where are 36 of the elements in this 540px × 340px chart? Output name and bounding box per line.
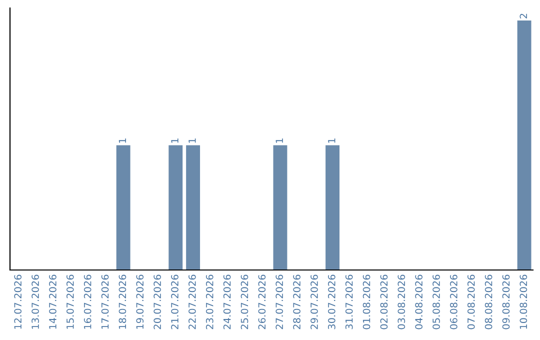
data-label: 1	[171, 138, 178, 143]
x-tick-label: 22.07.2026	[188, 274, 196, 330]
x-tick-label: 29.07.2026	[310, 274, 318, 330]
x-tick-label: 02.08.2026	[380, 274, 388, 330]
data-label: 1	[328, 138, 336, 143]
x-tick-label: 01.08.2026	[362, 274, 370, 330]
x-tick-label: 05.08.2026	[432, 274, 440, 330]
x-tick-label: 12.07.2026	[14, 274, 22, 329]
x-tick-label: 19.07.2026	[136, 274, 144, 329]
x-tick-label: 10.08.2026	[520, 274, 528, 329]
x-tick-label: 17.07.2026	[101, 274, 109, 329]
x-tick-label: 31.07.2026	[345, 274, 353, 330]
x-tick-label: 30.07.2026	[328, 274, 336, 330]
x-tick-label: 13.07.2026	[32, 274, 39, 329]
x-tick-label: 20.07.2026	[154, 274, 162, 330]
x-tick-label: 25.07.2026	[240, 274, 248, 330]
data-label: 1	[276, 138, 283, 143]
x-tick-label: 23.07.2026	[206, 274, 214, 330]
x-tick-label: 28.07.2026	[293, 274, 300, 330]
x-tick-label: 15.07.2026	[66, 274, 74, 329]
x-tick-label: 08.08.2026	[484, 274, 492, 330]
x-tick-label: 26.07.2026	[258, 274, 266, 330]
x-tick-label: 16.07.2026	[84, 274, 92, 329]
x-tick-label: 07.08.2026	[467, 274, 475, 330]
x-tick-label: 14.07.2026	[49, 274, 56, 329]
x-tick-label: 21.07.2026	[171, 274, 178, 330]
x-tick-label: 27.07.2026	[276, 274, 284, 330]
x-tick-label: 06.08.2026	[450, 274, 458, 330]
data-label: 2	[520, 14, 527, 18]
x-tick-label: 18.07.2026	[118, 274, 126, 329]
x-tick-label: 03.08.2026	[398, 274, 406, 330]
x-tick-label: 09.08.2026	[502, 274, 510, 330]
x-tick-label: 04.08.2026	[415, 274, 423, 330]
data-label: 1	[188, 138, 196, 143]
data-label: 1	[118, 138, 126, 143]
x-tick-label: 24.07.2026	[223, 274, 231, 330]
